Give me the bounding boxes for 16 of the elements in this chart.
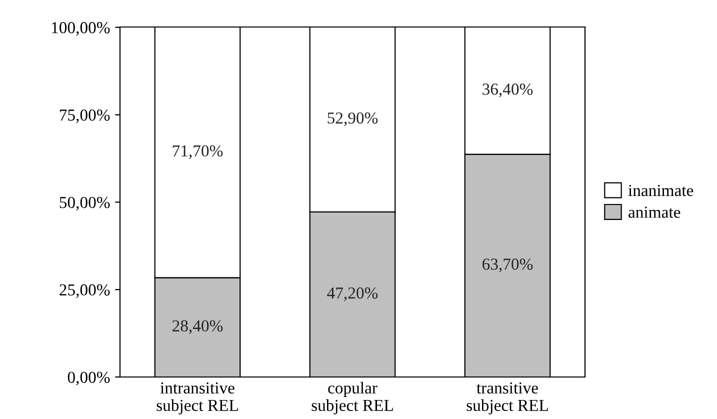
- x-tick-label: intransitive subject REL: [156, 382, 238, 414]
- y-tick-label: 75,00%: [60, 109, 110, 124]
- y-tick-label: 25,00%: [60, 284, 110, 298]
- legend-label: inanimate: [628, 184, 694, 196]
- data-label: 52,90%: [328, 112, 378, 126]
- y-tick-label: 0,00%: [68, 372, 110, 386]
- data-label: 36,40%: [482, 84, 533, 98]
- y-tick-label: 100,00%: [52, 22, 110, 36]
- x-tick-label: transitive subject REL: [466, 382, 548, 414]
- legend-label: animate: [628, 206, 680, 218]
- y-tick-label: 50,00%: [60, 196, 110, 211]
- data-label: 28,40%: [172, 320, 223, 334]
- data-label: 71,70%: [172, 145, 223, 159]
- data-label: 47,20%: [327, 287, 378, 302]
- x-tick-label: copular subject REL: [312, 382, 393, 414]
- data-label: 63,70%: [482, 258, 533, 272]
